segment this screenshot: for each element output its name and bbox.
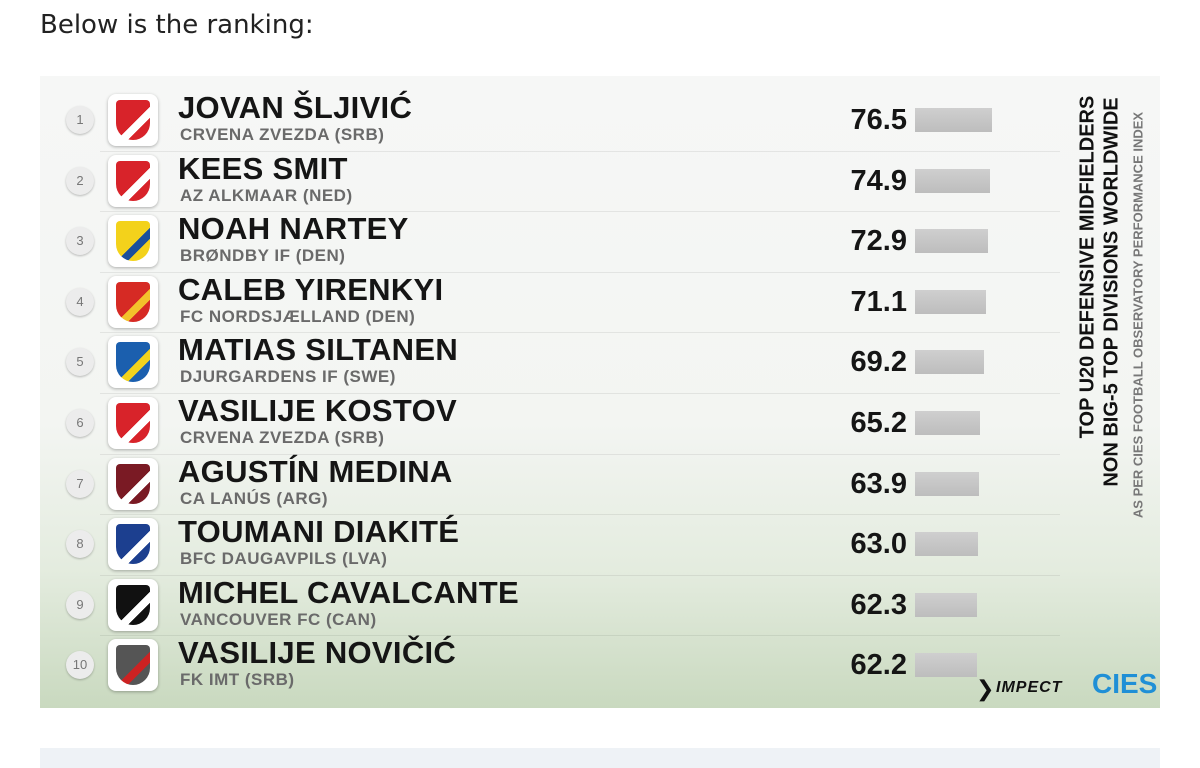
player-name: CALEB YIRENKYI: [178, 271, 444, 307]
cies-logo: CIES: [1092, 668, 1158, 699]
intro-text: Below is the ranking:: [40, 10, 314, 40]
input-bar: [40, 748, 1160, 768]
score: 63.9: [850, 467, 907, 500]
player-name: KEES SMIT: [178, 150, 348, 186]
ranking-image: 1 JOVAN ŠLJIVIĆ CRVENA ZVEZDA (SRB) 76.5 2 KE…: [40, 76, 1160, 708]
rank-badge: 5: [66, 348, 94, 377]
score: 71.1: [850, 285, 907, 318]
club-name: CRVENA ZVEZDA (SRB): [180, 125, 385, 144]
player-name: VASILIJE NOVIČIĆ: [178, 635, 457, 671]
score-bar: [915, 229, 988, 254]
impect-logo: IMPECT: [996, 679, 1063, 696]
side-caption: AS PER CIES FOOTBALL OBSERVATORY PERFORM…: [1130, 111, 1146, 519]
rank-badge: 6: [66, 409, 94, 437]
score: 69.2: [850, 346, 907, 379]
score-bar: [915, 532, 978, 557]
club-logo: [108, 275, 158, 328]
club-logo: [108, 397, 158, 449]
club-logo: [108, 154, 158, 207]
score-bar: [915, 168, 990, 193]
player-name: VASILIJE KOSTOV: [178, 393, 457, 428]
score: 72.9: [850, 225, 907, 258]
row-separator: [100, 635, 1060, 637]
club-logo: [108, 639, 158, 692]
row-separator: [100, 332, 1060, 334]
side-caption: NON BIG-5 TOP DIVISIONS WORLDWIDE: [1100, 97, 1123, 487]
score: 74.9: [850, 164, 907, 197]
side-caption: TOP U20 DEFENSIVE MIDFIELDERS: [1076, 95, 1099, 439]
row-separator: [100, 150, 1060, 152]
club-name: CRVENA ZVEZDA (SRB): [180, 428, 385, 447]
club-logo: [108, 457, 158, 510]
score: 65.2: [850, 407, 907, 439]
score-bar: [915, 411, 981, 435]
club-logo: [108, 94, 158, 146]
club-name: FC NORDSJÆLLAND (DEN): [180, 306, 416, 326]
score: 63.0: [850, 528, 907, 561]
impect-chevron: ❯: [976, 676, 995, 701]
club-name: AZ ALKMAAR (NED): [180, 185, 353, 205]
rank-badge: 10: [66, 651, 94, 680]
club-logo: [108, 336, 158, 389]
club-name: BFC DAUGAVPILS (LVA): [180, 549, 388, 569]
score: 62.2: [850, 649, 907, 682]
player-name: MICHEL CAVALCANTE: [178, 574, 519, 610]
player-name: NOAH NARTEY: [178, 211, 409, 247]
club-name: BRØNDBY IF (DEN): [180, 246, 346, 266]
rank-badge: 9: [66, 590, 94, 619]
row-separator: [100, 211, 1060, 213]
rank-badge: 8: [66, 530, 94, 559]
club-name: VANCOUVER FC (CAN): [180, 609, 377, 629]
club-logo: [108, 215, 158, 268]
club-name: DJURGARDENS IF (SWE): [180, 367, 396, 387]
score: 62.3: [850, 588, 907, 621]
row-separator: [100, 453, 1060, 455]
club-logo: [108, 578, 158, 631]
rank-badge: 4: [66, 287, 94, 316]
club-logo: [108, 518, 158, 571]
club-name: FK IMT (SRB): [180, 670, 295, 690]
score-bar: [915, 471, 979, 496]
rank-badge: 7: [66, 469, 94, 498]
score-bar: [915, 653, 978, 678]
score-bar: [915, 592, 978, 617]
club-name: CA LANÚS (ARG): [180, 488, 329, 508]
player-name: AGUSTÍN MEDINA: [178, 453, 453, 489]
row-separator: [100, 271, 1060, 273]
score: 76.5: [850, 104, 907, 136]
rank-badge: 3: [66, 227, 94, 256]
row-separator: [100, 393, 1060, 394]
rank-badge: 1: [66, 106, 94, 134]
score-bar: [915, 350, 985, 375]
score-bar: [915, 108, 992, 132]
player-name: TOUMANI DIAKITÉ: [178, 514, 460, 550]
row-separator: [100, 574, 1060, 576]
score-bar: [915, 289, 987, 314]
rank-badge: 2: [66, 166, 94, 195]
row-separator: [100, 514, 1060, 516]
player-name: MATIAS SILTANEN: [178, 332, 459, 368]
player-name: JOVAN ŠLJIVIĆ: [178, 90, 413, 125]
